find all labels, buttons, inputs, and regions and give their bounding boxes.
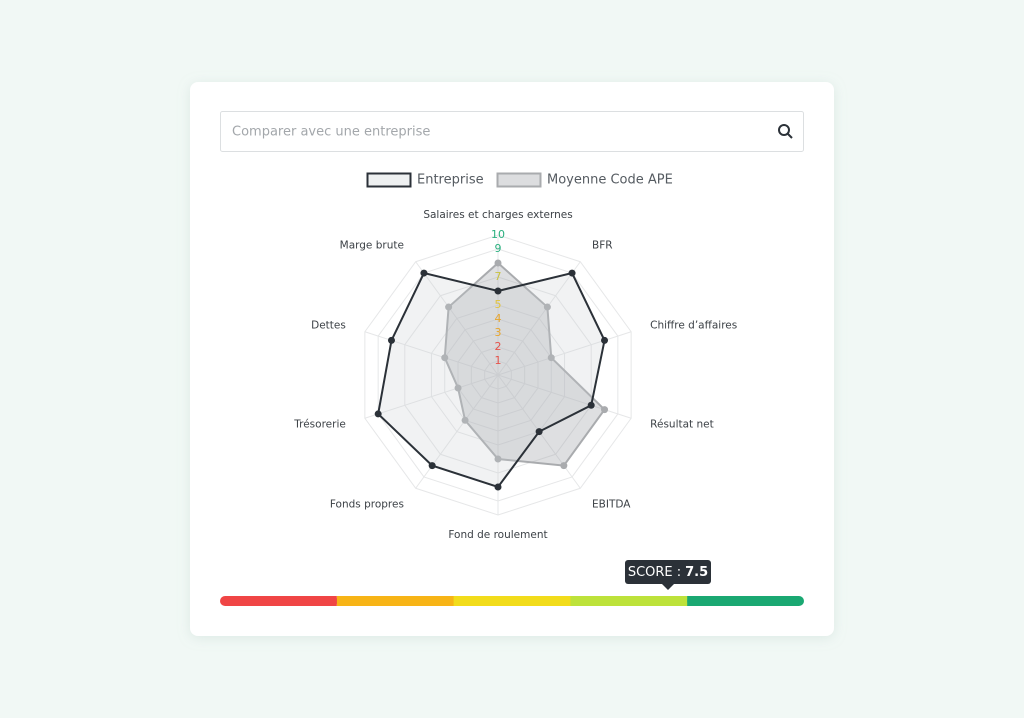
- series-point: [428, 462, 436, 470]
- series-point: [454, 384, 462, 392]
- spoke: [497, 374, 632, 419]
- legend-label: Entreprise: [417, 173, 484, 188]
- spoke: [497, 331, 632, 376]
- spoke: [364, 331, 499, 376]
- series-point: [461, 416, 469, 424]
- series-point: [543, 303, 551, 311]
- spoke: [497, 261, 581, 376]
- tick-label: 3: [495, 326, 502, 339]
- axis-label: Résultat net: [650, 418, 714, 430]
- series-point: [441, 354, 449, 362]
- tick-label: 5: [495, 298, 502, 311]
- score-value: 7.5: [685, 565, 708, 580]
- axis-label: Fonds propres: [330, 498, 404, 510]
- score-label: SCORE :: [628, 565, 681, 580]
- axis-label: Marge brute: [340, 240, 404, 252]
- score-segment: [453, 596, 572, 606]
- score-segment: [336, 596, 455, 606]
- legend-label: Moyenne Code APE: [547, 173, 673, 188]
- axis-label: Trésorerie: [293, 418, 346, 430]
- series-point: [547, 354, 555, 362]
- legend-swatch: [366, 172, 412, 188]
- spoke: [415, 261, 499, 376]
- axis-label: Chiffre d’affaires: [650, 320, 737, 332]
- legend-swatch: [496, 172, 542, 188]
- series-point: [560, 462, 568, 470]
- axis-label: BFR: [592, 240, 613, 252]
- tick-label: 10: [491, 228, 505, 241]
- series-point: [494, 455, 502, 463]
- score-text: SCORE : 7.5: [628, 565, 708, 580]
- score-tooltip: [625, 560, 711, 584]
- axis-label: Fond de roulement: [448, 529, 547, 541]
- tick-label: 7: [495, 270, 502, 283]
- series-point: [601, 406, 609, 414]
- tick-label: 4: [495, 312, 502, 325]
- axis-label: EBITDA: [592, 498, 631, 510]
- search-input[interactable]: [220, 111, 804, 152]
- spoke: [364, 374, 499, 419]
- tick-label: 1: [495, 354, 502, 367]
- score-cap: [687, 596, 799, 606]
- series-point: [387, 336, 395, 344]
- series-point: [535, 428, 543, 436]
- series-point: [494, 287, 502, 295]
- axis-label: Dettes: [311, 320, 346, 332]
- search-placeholder: Comparer avec une entreprise: [232, 125, 430, 140]
- axis-label: Salaires et charges externes: [423, 209, 572, 221]
- score-segment: [570, 596, 689, 606]
- series-point: [587, 401, 595, 409]
- card: [190, 82, 834, 636]
- series-point: [445, 303, 453, 311]
- series-point: [494, 259, 502, 267]
- series-point: [568, 269, 576, 277]
- series-point: [494, 483, 502, 491]
- series-point: [601, 336, 609, 344]
- series-point: [420, 269, 428, 277]
- spoke: [415, 374, 499, 489]
- score-cap: [225, 596, 337, 606]
- tick-label: 2: [495, 340, 502, 353]
- search-icon[interactable]: [778, 124, 793, 139]
- series-point: [374, 410, 382, 418]
- score-pointer: [662, 584, 674, 590]
- tick-label: 9: [495, 242, 502, 255]
